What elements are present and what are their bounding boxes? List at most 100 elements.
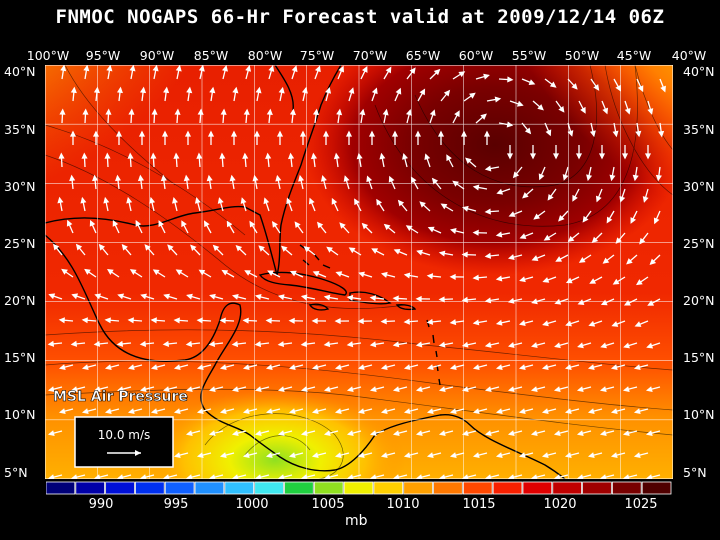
wind-vector-head bbox=[75, 243, 83, 251]
jamaica bbox=[308, 303, 330, 311]
wind-vector-head bbox=[92, 174, 99, 182]
wind-vector-head bbox=[658, 130, 665, 138]
colorbar-cell bbox=[254, 481, 284, 495]
wind-vector-head bbox=[461, 386, 469, 393]
wind-vector-head bbox=[194, 196, 201, 204]
wind-vector-head bbox=[642, 196, 649, 203]
wind-vector-head bbox=[198, 65, 205, 72]
wind-vector-head bbox=[116, 386, 124, 393]
colorbar-cell bbox=[373, 481, 404, 495]
lon-label: 50°W bbox=[564, 48, 600, 63]
wind-vectors bbox=[47, 65, 666, 479]
wind-vector-head bbox=[366, 175, 373, 183]
wind-vector-head bbox=[555, 256, 563, 262]
wind-vector-head bbox=[395, 87, 402, 95]
colorbar-tick-label: 1000 bbox=[235, 497, 269, 512]
wind-vector-head bbox=[472, 229, 479, 236]
wind-vector-head bbox=[235, 245, 243, 252]
colorbar-cell bbox=[582, 481, 612, 495]
wind-vector-head bbox=[249, 220, 256, 228]
wind-vector-head bbox=[265, 452, 273, 459]
wind-vector-head bbox=[528, 79, 536, 86]
wind-vector-head bbox=[589, 278, 597, 284]
wind-vector-head bbox=[150, 364, 158, 371]
wind-vector-head bbox=[506, 153, 514, 160]
wind-vector-head bbox=[438, 296, 445, 303]
wind-vector-head bbox=[379, 152, 386, 160]
wind-vector-head bbox=[461, 430, 469, 437]
wind-vector-head bbox=[58, 364, 66, 371]
wind-vector-head bbox=[632, 174, 639, 182]
wind-vector-head bbox=[524, 127, 532, 135]
wind-vector-head bbox=[599, 386, 607, 393]
lon-label: 40°W bbox=[671, 48, 707, 63]
wind-vector-head bbox=[160, 174, 167, 182]
wind-vector-head bbox=[183, 174, 190, 182]
wind-vector-head bbox=[150, 152, 157, 159]
wind-vector-head bbox=[271, 220, 278, 228]
wind-vector-head bbox=[392, 386, 400, 393]
lon-label: 75°W bbox=[299, 48, 335, 63]
wind-vector-head bbox=[635, 130, 642, 138]
wind-vector-head bbox=[69, 130, 77, 137]
ne-pressure-gradient bbox=[473, 65, 673, 255]
wind-vector-head bbox=[415, 341, 423, 348]
wind-vector-head bbox=[289, 108, 296, 116]
wind-vector-head bbox=[226, 220, 233, 228]
wind-vector-head bbox=[460, 130, 468, 137]
wind-vector-head bbox=[612, 130, 619, 138]
colorbar-cell bbox=[462, 481, 493, 495]
wind-vector-head bbox=[552, 153, 560, 160]
wind-vector-head bbox=[196, 452, 204, 459]
wind-vector-head bbox=[300, 341, 308, 348]
wind-vector-head bbox=[427, 226, 435, 233]
wind-vector-head bbox=[336, 108, 343, 116]
lat-label: 20°N bbox=[4, 293, 36, 308]
wind-vector-head bbox=[57, 196, 64, 204]
wind-vector-head bbox=[577, 342, 584, 349]
wind-vector-head bbox=[623, 342, 630, 349]
wind-vector-head bbox=[461, 341, 469, 348]
wind-vector-head bbox=[589, 130, 596, 138]
wind-vector-head bbox=[609, 174, 616, 182]
colorbar-cell bbox=[552, 481, 582, 495]
wind-vector-head bbox=[480, 113, 487, 120]
wind-vector-head bbox=[484, 386, 492, 393]
wind-vector-head bbox=[258, 245, 265, 252]
wind-vector-head bbox=[587, 452, 595, 459]
wind-vector-head bbox=[334, 318, 341, 325]
puerto-rico bbox=[395, 304, 417, 311]
wind-vector-head bbox=[300, 386, 308, 393]
wind-vector-head bbox=[163, 293, 170, 300]
wind-vector-head bbox=[294, 221, 301, 229]
wind-vector-head bbox=[325, 86, 332, 94]
wind-vector-head bbox=[449, 364, 457, 371]
wind-vector-head bbox=[368, 130, 376, 137]
wind-vector-head bbox=[419, 88, 426, 96]
wind-vector-head bbox=[495, 275, 503, 282]
bahamas bbox=[299, 244, 331, 269]
wind-vector-head bbox=[252, 174, 259, 182]
wind-vector-head bbox=[519, 233, 527, 239]
wind-vector-head bbox=[84, 268, 91, 275]
wind-vector-head bbox=[196, 152, 203, 159]
wind-vector-head bbox=[70, 386, 78, 393]
wind-vector-head bbox=[433, 68, 441, 76]
wind-vector-head bbox=[144, 244, 151, 251]
wind-vector-head bbox=[104, 317, 111, 324]
wind-vector-head bbox=[348, 87, 355, 94]
wind-vector-head bbox=[426, 318, 434, 325]
wind-vector-head bbox=[266, 108, 273, 115]
wind-vector-head bbox=[403, 452, 411, 459]
wind-vector-head bbox=[311, 317, 318, 324]
wind-vector-head bbox=[547, 193, 554, 201]
colorbar-cell bbox=[75, 481, 106, 495]
wind-vector-head bbox=[494, 96, 502, 103]
wind-vector-head bbox=[345, 130, 353, 137]
wind-vector-head bbox=[472, 364, 480, 371]
wind-vector-head bbox=[564, 364, 572, 371]
lesser-antilles bbox=[426, 319, 441, 386]
wind-vector-head bbox=[231, 430, 239, 437]
lat-lon-grid bbox=[45, 65, 673, 479]
